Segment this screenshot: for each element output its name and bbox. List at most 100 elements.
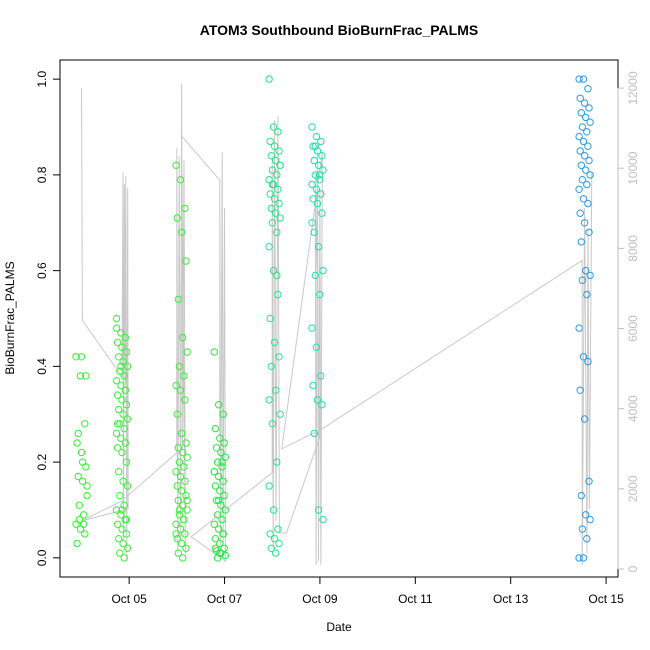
chart-title: ATOM3 Southbound BioBurnFrac_PALMS: [200, 22, 478, 38]
data-point: [275, 199, 283, 208]
data-point: [121, 439, 130, 447]
data-point: [122, 401, 131, 409]
axes-layer: Oct 05 Oct 07 Oct 09 Oct 11 Oct 13 Oct 15 0.0 0…: [35, 70, 640, 606]
data-point: [582, 113, 590, 122]
data-point: [314, 506, 323, 514]
data-point: [174, 549, 183, 557]
data-point: [83, 491, 91, 500]
data-point: [578, 276, 587, 284]
data-point: [173, 214, 181, 222]
data-point: [211, 424, 220, 433]
x-tick-label: Oct 07: [207, 592, 243, 606]
data-point: [120, 554, 128, 562]
data-point: [78, 458, 87, 466]
data-point: [270, 195, 279, 203]
data-point: [317, 137, 325, 146]
data-point: [584, 142, 592, 150]
data-point: [216, 434, 224, 442]
data-point: [179, 448, 187, 457]
data-point: [275, 147, 283, 155]
data-point: [319, 266, 327, 275]
data-point: [75, 515, 84, 524]
data-point: [575, 324, 583, 332]
data-point: [578, 525, 587, 533]
data-point: [267, 544, 275, 552]
data-point: [586, 515, 594, 524]
data-point: [265, 75, 273, 83]
data-point: [577, 109, 585, 117]
data-point: [580, 415, 589, 423]
point-cluster-4: [265, 75, 284, 557]
data-point: [575, 185, 583, 194]
data-point: [275, 539, 283, 548]
y2-tick-label: 12000: [626, 71, 640, 105]
data-point: [182, 257, 190, 265]
data-point: [120, 501, 128, 509]
data-point: [122, 530, 131, 538]
y-tick-label: 0.2: [35, 453, 49, 470]
y2-tick-label: 10000: [626, 151, 640, 185]
data-point: [74, 429, 82, 438]
data-point: [175, 511, 184, 519]
data-point: [316, 290, 324, 299]
data-point: [120, 424, 128, 433]
y2-tick-label: 0: [626, 565, 640, 572]
data-point: [172, 530, 180, 538]
y-tick-label: 0.6: [35, 262, 49, 279]
data-point: [311, 271, 319, 280]
data-point: [584, 85, 592, 93]
data-point: [216, 549, 224, 557]
data-point: [182, 491, 190, 500]
data-point: [312, 132, 321, 141]
data-point: [265, 243, 273, 251]
data-point: [211, 482, 220, 490]
data-point: [311, 171, 319, 179]
data-point: [212, 444, 221, 452]
data-point: [173, 482, 181, 490]
data-point: [582, 166, 590, 174]
point-cluster-1: [112, 314, 132, 562]
data-point: [575, 132, 583, 141]
data-point: [270, 142, 279, 150]
data-point: [113, 338, 122, 347]
data-point: [177, 429, 186, 438]
data-point: [220, 491, 228, 500]
data-point: [115, 353, 123, 361]
data-point: [273, 458, 281, 466]
data-point: [118, 506, 126, 514]
data-point: [312, 343, 321, 351]
data-point: [274, 290, 282, 299]
data-point: [579, 75, 588, 83]
data-point: [175, 458, 184, 466]
data-point: [316, 176, 324, 184]
data-point: [575, 554, 583, 562]
data-point: [584, 199, 592, 208]
data-point: [211, 544, 220, 552]
data-point: [584, 357, 592, 366]
data-point: [113, 420, 122, 428]
data-point: [266, 137, 274, 146]
data-point: [273, 271, 281, 280]
data-point: [276, 410, 284, 418]
point-cluster-5: [308, 123, 327, 524]
data-point: [183, 453, 191, 461]
data-point: [586, 171, 594, 179]
data-point: [112, 314, 121, 323]
data-point: [583, 535, 591, 543]
data-point: [268, 180, 277, 189]
data-point: [118, 343, 126, 351]
data-point: [216, 539, 224, 548]
x-tick-label: Oct 15: [588, 592, 624, 606]
data-point: [77, 353, 86, 361]
altitude-line: [81, 83, 593, 566]
data-point: [219, 410, 227, 418]
data-point: [312, 185, 321, 194]
data-point: [177, 539, 186, 548]
data-point: [585, 477, 593, 485]
data-point: [210, 520, 219, 528]
data-point: [275, 353, 283, 361]
data-point: [173, 410, 181, 418]
data-point: [181, 477, 189, 485]
data-point: [119, 410, 127, 418]
data-point: [73, 539, 81, 548]
